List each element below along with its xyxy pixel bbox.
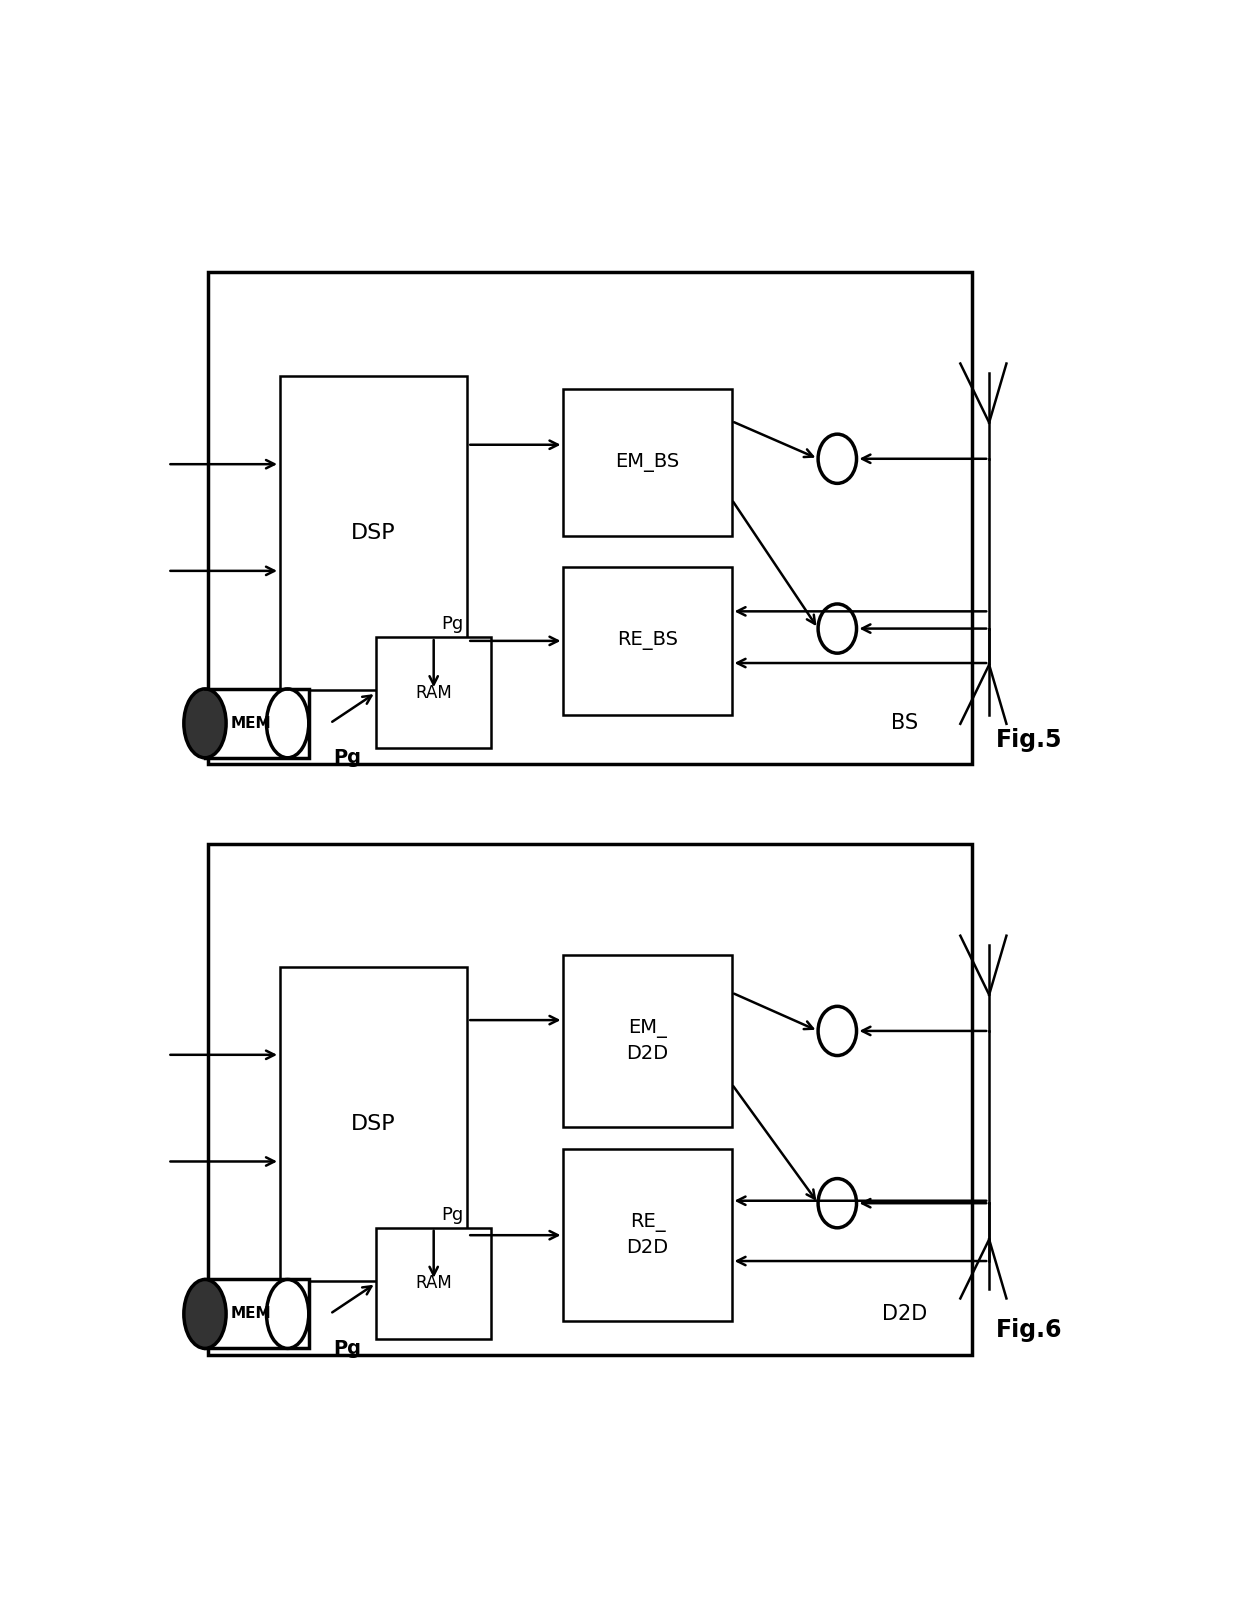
Text: DSP: DSP <box>351 1114 396 1135</box>
Text: MEM: MEM <box>231 1307 272 1322</box>
Text: Pg: Pg <box>441 615 464 633</box>
Circle shape <box>818 604 857 654</box>
Text: MEM: MEM <box>231 716 272 730</box>
Text: RAM: RAM <box>415 684 453 702</box>
Circle shape <box>818 1007 857 1056</box>
Text: RE_
D2D: RE_ D2D <box>626 1213 668 1258</box>
Circle shape <box>818 435 857 483</box>
Text: BS: BS <box>892 713 918 733</box>
Bar <box>563 567 732 714</box>
Text: EM_BS: EM_BS <box>615 452 680 471</box>
Text: Pg: Pg <box>334 1339 362 1358</box>
Text: RE_BS: RE_BS <box>618 631 678 650</box>
Bar <box>205 1280 309 1349</box>
Bar <box>205 689 309 757</box>
Bar <box>208 272 972 764</box>
Bar <box>563 388 732 537</box>
Text: Pg: Pg <box>441 1206 464 1224</box>
Text: DSP: DSP <box>351 523 396 543</box>
Text: EM_
D2D: EM_ D2D <box>626 1020 668 1063</box>
Ellipse shape <box>184 1280 226 1349</box>
Bar <box>376 638 491 748</box>
Bar <box>208 844 972 1355</box>
Text: Pg: Pg <box>334 748 362 767</box>
Bar <box>563 1149 732 1322</box>
Ellipse shape <box>184 689 226 757</box>
Text: D2D: D2D <box>882 1304 928 1323</box>
Text: Fig.6: Fig.6 <box>996 1318 1063 1342</box>
Ellipse shape <box>267 1280 309 1349</box>
Bar <box>563 954 732 1127</box>
Bar <box>376 1227 491 1339</box>
Circle shape <box>818 1179 857 1227</box>
Ellipse shape <box>267 689 309 757</box>
Bar <box>280 967 467 1280</box>
Text: Fig.5: Fig.5 <box>996 727 1063 751</box>
Text: RAM: RAM <box>415 1274 453 1293</box>
Bar <box>280 376 467 690</box>
